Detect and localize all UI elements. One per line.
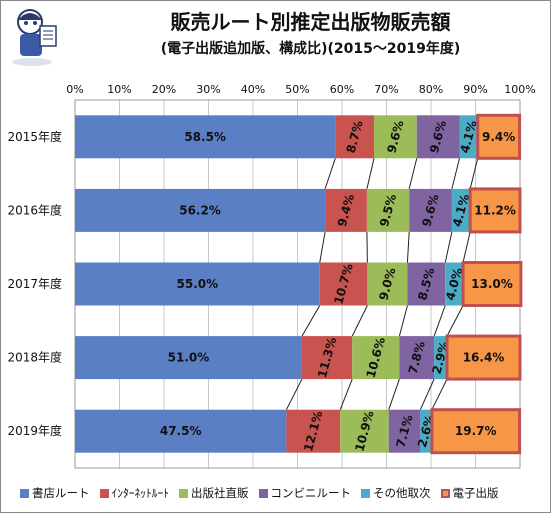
bar-segment xyxy=(75,262,320,306)
data-label: 47.5% xyxy=(160,424,202,438)
series-line xyxy=(431,378,448,410)
bar-segment xyxy=(367,262,408,306)
y-category-label: 2017年度 xyxy=(7,276,62,291)
series-line xyxy=(444,231,453,263)
x-tick-label: 60% xyxy=(330,83,354,96)
legend-item: その他取次 xyxy=(361,485,431,501)
data-label: 56.2% xyxy=(179,203,221,217)
data-label: 9.4% xyxy=(482,130,515,144)
bar-segment xyxy=(461,261,523,307)
bar-segment xyxy=(407,262,446,306)
legend-swatch xyxy=(99,488,109,498)
bar-segment xyxy=(301,336,353,380)
legend-label: コンビニルート xyxy=(270,486,352,500)
x-tick-label: 50% xyxy=(285,83,309,96)
bar-segment xyxy=(352,336,400,380)
series-line xyxy=(324,158,336,190)
legend-item: ｲﾝﾀｰﾈｯﾄﾙｰﾄ xyxy=(99,485,170,501)
legend-item: 書店ルート xyxy=(20,485,90,501)
x-tick-label: 20% xyxy=(152,83,176,96)
x-tick-label: 100% xyxy=(504,83,535,96)
y-category-label: 2015年度 xyxy=(7,129,62,144)
bar-segment xyxy=(451,188,471,232)
legend-label: 電子出版 xyxy=(452,486,499,500)
series-line xyxy=(301,305,321,337)
bar-segment xyxy=(75,115,336,159)
bar-segment xyxy=(374,115,417,159)
y-category-label: 2018年度 xyxy=(7,350,62,365)
bar-segment xyxy=(476,113,522,160)
x-tick-label: 10% xyxy=(107,83,131,96)
bar-segment xyxy=(75,336,302,380)
series-line xyxy=(408,158,418,190)
data-label: 19.7% xyxy=(455,424,497,438)
bar-segment xyxy=(325,188,367,232)
bar-segment xyxy=(335,115,375,159)
x-tick-label: 30% xyxy=(196,83,220,96)
series-line xyxy=(446,305,464,337)
chart-subtitle: (電子出版追加版、構成比)(2015～2019年度) xyxy=(160,41,461,57)
data-label: 13.0% xyxy=(471,277,513,291)
bar-segment xyxy=(434,336,448,380)
mascot-logo xyxy=(12,9,57,66)
bar-segment xyxy=(416,115,460,159)
series-line xyxy=(339,378,353,410)
series-line xyxy=(398,305,408,337)
data-label: 51.0% xyxy=(168,351,210,365)
series-line xyxy=(462,231,471,263)
bar-segment xyxy=(388,409,421,453)
series-line xyxy=(419,378,435,410)
series-line xyxy=(388,378,400,410)
series-line xyxy=(451,158,460,190)
stacked-bar-chart: 0% 10% 20% 30% 40% 50% 60% 70% 80% 90% 100% 2015年度 5… xyxy=(7,83,536,469)
legend-label: ｲﾝﾀｰﾈｯﾄﾙｰﾄ xyxy=(111,486,170,500)
series-line xyxy=(366,158,375,190)
x-tick-label: 90% xyxy=(463,83,487,96)
bar-segment xyxy=(75,409,287,453)
series-line xyxy=(285,378,303,410)
chart-legend: 書店ルート ｲﾝﾀｰﾈｯﾄﾙｰﾄ 出版社直販 コンビニルート その他取次 電子出版 xyxy=(20,484,540,502)
legend-swatch xyxy=(20,488,29,498)
series-line xyxy=(406,231,410,263)
data-label: 16.4% xyxy=(463,351,505,365)
x-tick-label: 70% xyxy=(374,83,398,96)
y-category-label: 2016年度 xyxy=(7,202,62,217)
bar-segment xyxy=(430,408,522,455)
x-tick-label: 40% xyxy=(241,83,265,96)
data-label: 58.5% xyxy=(184,130,226,144)
legend-label: その他取次 xyxy=(373,486,431,500)
legend-swatch xyxy=(361,488,370,498)
x-tick-label: 80% xyxy=(419,83,443,96)
bar-segment xyxy=(409,188,452,232)
data-label: 11.2% xyxy=(474,203,516,217)
bar-segment xyxy=(340,409,389,453)
legend-swatch xyxy=(440,488,450,498)
bar-segment xyxy=(75,188,326,232)
legend-item: コンビニルート xyxy=(258,485,352,501)
bar-segment xyxy=(468,187,522,234)
series-line xyxy=(351,305,368,337)
legend-label: 書店ルート xyxy=(32,486,90,500)
bar-segment xyxy=(420,409,432,453)
bar-segment xyxy=(445,334,522,381)
bar-segment xyxy=(366,188,410,232)
bar-segment xyxy=(286,409,341,453)
legend-item: 出版社直販 xyxy=(179,485,249,501)
series-line xyxy=(319,231,326,263)
legend-label: 出版社直販 xyxy=(191,486,249,500)
legend-swatch xyxy=(258,488,268,498)
data-label: 55.0% xyxy=(177,277,219,291)
x-tick-label: 0% xyxy=(66,83,83,96)
series-line xyxy=(433,305,446,337)
chart-title: 販売ルート別推定出版物販売額 xyxy=(170,10,451,34)
y-category-label: 2019年度 xyxy=(7,423,62,438)
bar-segment xyxy=(445,262,464,306)
bar-segment xyxy=(459,115,478,159)
legend-swatch xyxy=(179,488,188,498)
bar-segment xyxy=(319,262,368,306)
legend-item: 電子出版 xyxy=(440,485,499,501)
series-line xyxy=(469,158,479,190)
bar-segment xyxy=(399,336,435,380)
